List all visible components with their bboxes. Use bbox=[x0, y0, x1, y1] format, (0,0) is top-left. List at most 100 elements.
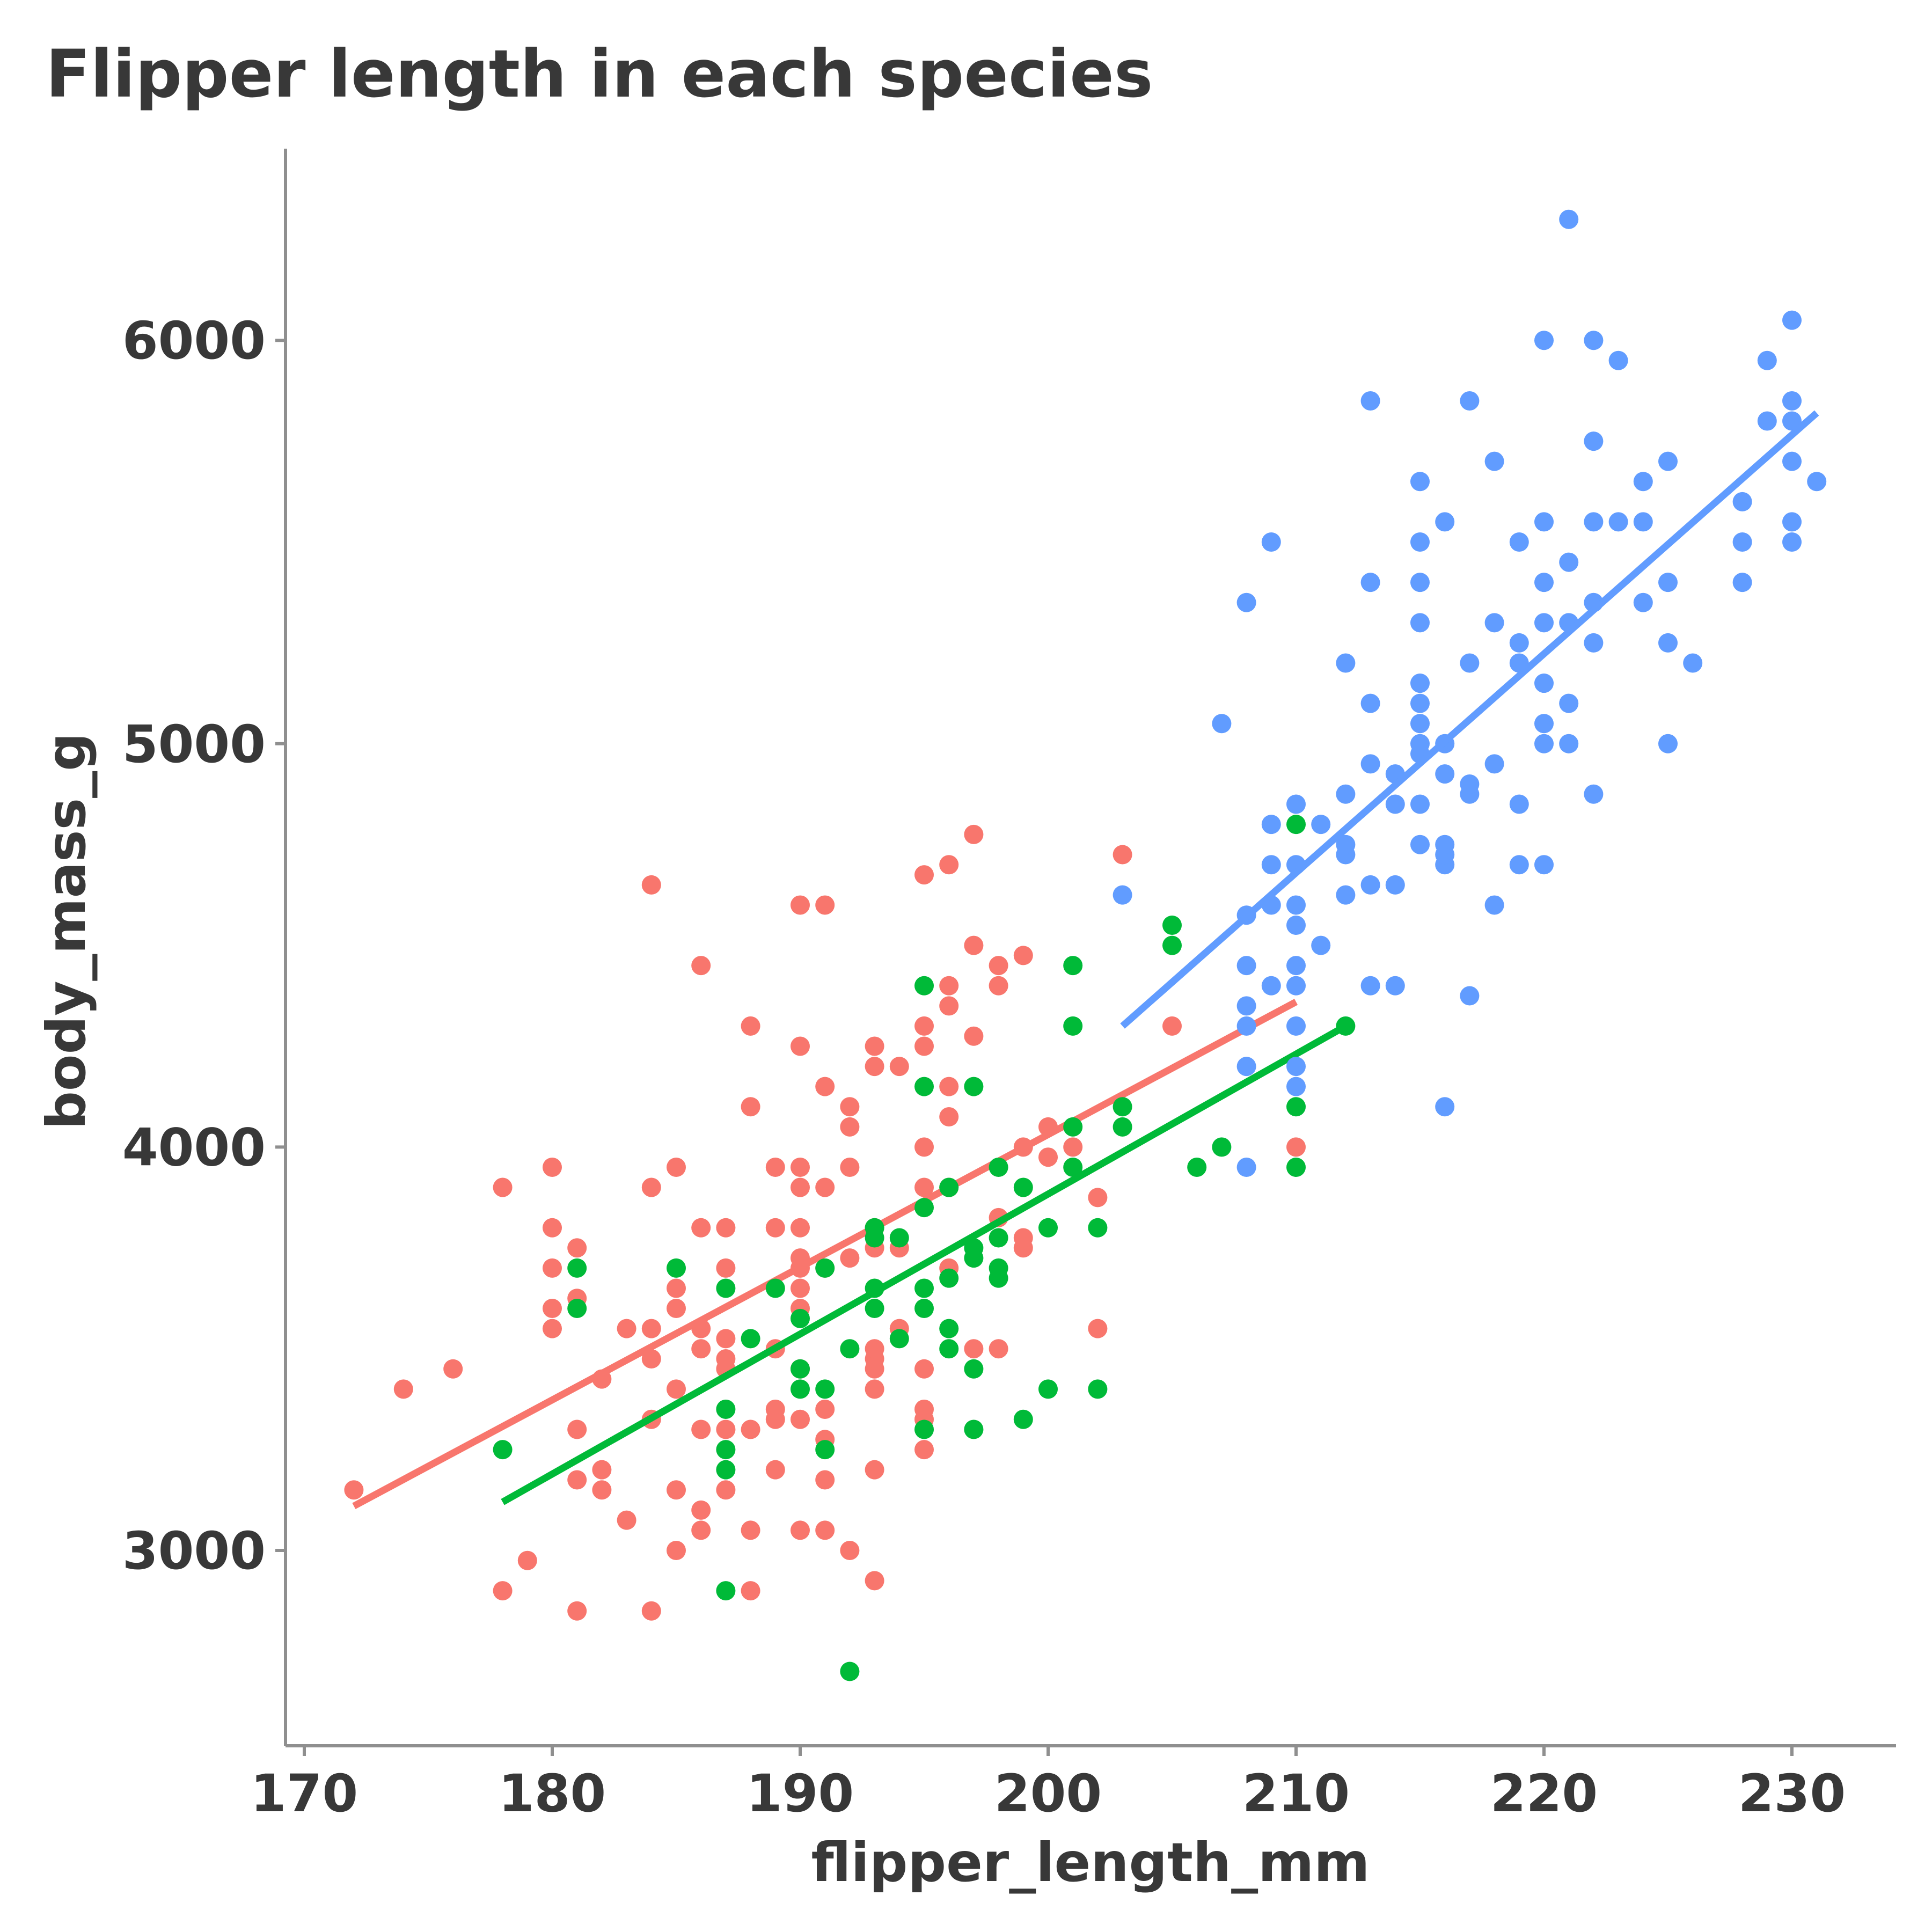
data-point bbox=[1559, 552, 1579, 572]
data-point bbox=[914, 1016, 934, 1036]
data-point bbox=[716, 1419, 736, 1439]
data-point bbox=[1584, 784, 1604, 804]
data-point bbox=[1534, 331, 1554, 350]
data-point bbox=[1484, 895, 1504, 915]
data-point bbox=[667, 1541, 686, 1560]
data-point bbox=[865, 1379, 884, 1399]
data-point bbox=[543, 1218, 562, 1238]
data-point bbox=[939, 976, 959, 996]
data-point bbox=[1212, 714, 1232, 734]
data-point bbox=[1360, 875, 1380, 895]
data-point bbox=[1261, 855, 1281, 875]
data-point bbox=[1435, 512, 1455, 532]
data-point bbox=[1187, 1157, 1207, 1177]
data-point bbox=[1286, 1137, 1306, 1157]
data-point bbox=[791, 1308, 810, 1328]
data-point bbox=[791, 1278, 810, 1298]
data-point bbox=[1435, 764, 1455, 784]
data-point bbox=[989, 976, 1008, 996]
data-point bbox=[716, 1440, 736, 1460]
data-point bbox=[964, 1419, 984, 1439]
data-point bbox=[691, 1520, 711, 1540]
data-point bbox=[667, 1157, 686, 1177]
data-point bbox=[1311, 935, 1331, 955]
data-point bbox=[1063, 1137, 1083, 1157]
data-point bbox=[914, 1036, 934, 1056]
data-point bbox=[939, 1268, 959, 1288]
data-point bbox=[1534, 613, 1554, 633]
data-point bbox=[543, 1157, 562, 1177]
data-point bbox=[1113, 845, 1132, 865]
data-point bbox=[1236, 1157, 1256, 1177]
data-point bbox=[1013, 1409, 1033, 1429]
data-point bbox=[1336, 784, 1356, 804]
data-point bbox=[765, 1278, 785, 1298]
data-point bbox=[1261, 532, 1281, 552]
data-point bbox=[592, 1480, 612, 1500]
data-point bbox=[765, 1399, 785, 1419]
data-point bbox=[741, 1097, 760, 1117]
data-point bbox=[815, 1470, 835, 1490]
data-point bbox=[1559, 209, 1579, 229]
data-point bbox=[1088, 1319, 1108, 1338]
data-point bbox=[1460, 774, 1480, 794]
data-point bbox=[1484, 754, 1504, 774]
data-point bbox=[889, 1228, 909, 1248]
data-point bbox=[517, 1550, 537, 1570]
data-point bbox=[1757, 350, 1777, 370]
data-point bbox=[543, 1258, 562, 1278]
data-point bbox=[1113, 1117, 1132, 1137]
data-point bbox=[1410, 734, 1430, 753]
data-point bbox=[592, 1460, 612, 1480]
data-point bbox=[1360, 573, 1380, 592]
data-point bbox=[964, 1339, 984, 1359]
data-point bbox=[567, 1299, 587, 1319]
data-point bbox=[1063, 956, 1083, 976]
trend-line bbox=[1120, 410, 1819, 1029]
data-point bbox=[1088, 1218, 1108, 1238]
x-tick-label: 180 bbox=[499, 1763, 606, 1824]
plot-area bbox=[344, 209, 1827, 1681]
data-point bbox=[939, 1339, 959, 1359]
data-point bbox=[1286, 895, 1306, 915]
data-point bbox=[1732, 492, 1752, 511]
data-point bbox=[1460, 986, 1480, 1006]
data-point bbox=[939, 1319, 959, 1338]
data-point bbox=[914, 1137, 934, 1157]
data-point bbox=[914, 865, 934, 885]
data-point bbox=[691, 1218, 711, 1238]
data-point bbox=[865, 1460, 884, 1480]
data-point bbox=[1013, 946, 1033, 965]
data-point bbox=[1534, 855, 1554, 875]
data-point bbox=[1484, 613, 1504, 633]
data-point bbox=[1261, 815, 1281, 835]
data-point bbox=[815, 1440, 835, 1460]
data-point bbox=[667, 1379, 686, 1399]
data-point bbox=[493, 1440, 513, 1460]
data-point bbox=[840, 1339, 860, 1359]
data-point bbox=[815, 1379, 835, 1399]
data-point bbox=[1633, 472, 1653, 492]
data-point bbox=[1286, 916, 1306, 935]
data-point bbox=[914, 1278, 934, 1298]
data-point bbox=[914, 1177, 934, 1197]
data-point bbox=[1782, 310, 1802, 330]
data-point bbox=[840, 1248, 860, 1268]
data-point bbox=[1584, 512, 1604, 532]
data-point bbox=[1658, 633, 1678, 653]
trend-line bbox=[501, 1023, 1348, 1505]
data-point bbox=[1236, 1016, 1256, 1036]
data-point bbox=[1212, 1137, 1232, 1157]
data-point bbox=[865, 1571, 884, 1591]
y-tick-label: 5000 bbox=[122, 714, 266, 774]
data-point bbox=[1336, 885, 1356, 905]
data-point bbox=[865, 1339, 884, 1359]
data-point bbox=[1509, 633, 1529, 653]
data-point bbox=[741, 1520, 760, 1540]
data-point bbox=[1509, 532, 1529, 552]
data-point bbox=[1286, 794, 1306, 814]
data-point bbox=[1088, 1379, 1108, 1399]
data-point bbox=[791, 1409, 810, 1429]
data-point bbox=[641, 1601, 661, 1621]
data-point bbox=[1608, 350, 1628, 370]
